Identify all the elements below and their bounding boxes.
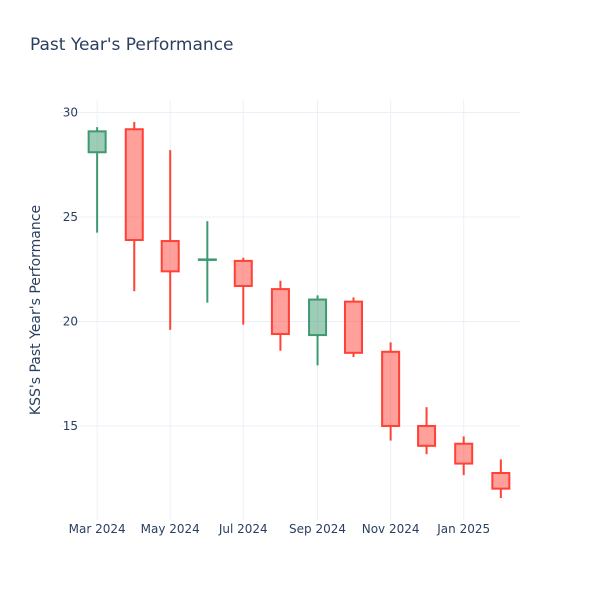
candle-increasing [308, 295, 328, 366]
candle-increasing [197, 221, 217, 303]
candle-body [124, 128, 144, 242]
candle-body [197, 258, 217, 261]
candle-body [417, 424, 437, 447]
candle-body [454, 442, 474, 465]
chart-title: Past Year's Performance [30, 35, 234, 55]
y-tick-label: 15 [63, 419, 78, 433]
candle-body [270, 288, 290, 336]
candle-decreasing [343, 297, 363, 358]
candle-decreasing [491, 459, 511, 499]
candle-body [381, 350, 401, 427]
y-tick-label: 30 [63, 106, 78, 120]
x-tick-label: Sep 2024 [289, 522, 346, 536]
x-tick-label: Nov 2024 [362, 522, 420, 536]
x-axis-ticks: Mar 2024 May 2024 Jul 2024 Sep 2024 Nov 2024… [69, 522, 490, 536]
y-tick-label: 25 [63, 210, 78, 224]
candle-body [343, 300, 363, 354]
candle-decreasing [160, 150, 180, 330]
y-axis-label: KSS's Past Year's Performance [28, 205, 44, 415]
candle-decreasing [381, 342, 401, 441]
y-tick-label: 20 [63, 314, 78, 328]
candles [87, 121, 511, 499]
candle-decreasing [124, 121, 144, 292]
candle-increasing [87, 127, 107, 233]
candle-body [160, 240, 180, 273]
candle-body [233, 259, 253, 287]
candle-decreasing [417, 407, 437, 455]
candle-body [491, 471, 511, 490]
candle-decreasing [270, 280, 290, 351]
candle-decreasing [233, 257, 253, 325]
candle-body [87, 130, 107, 154]
y-axis-ticks: 15 20 25 30 [63, 106, 78, 433]
x-tick-label: Jan 2025 [436, 522, 490, 536]
x-tick-label: Jul 2024 [218, 522, 268, 536]
candle-body [308, 298, 328, 337]
candle-decreasing [454, 436, 474, 476]
x-tick-label: Mar 2024 [69, 522, 126, 536]
x-tick-label: May 2024 [141, 522, 200, 536]
